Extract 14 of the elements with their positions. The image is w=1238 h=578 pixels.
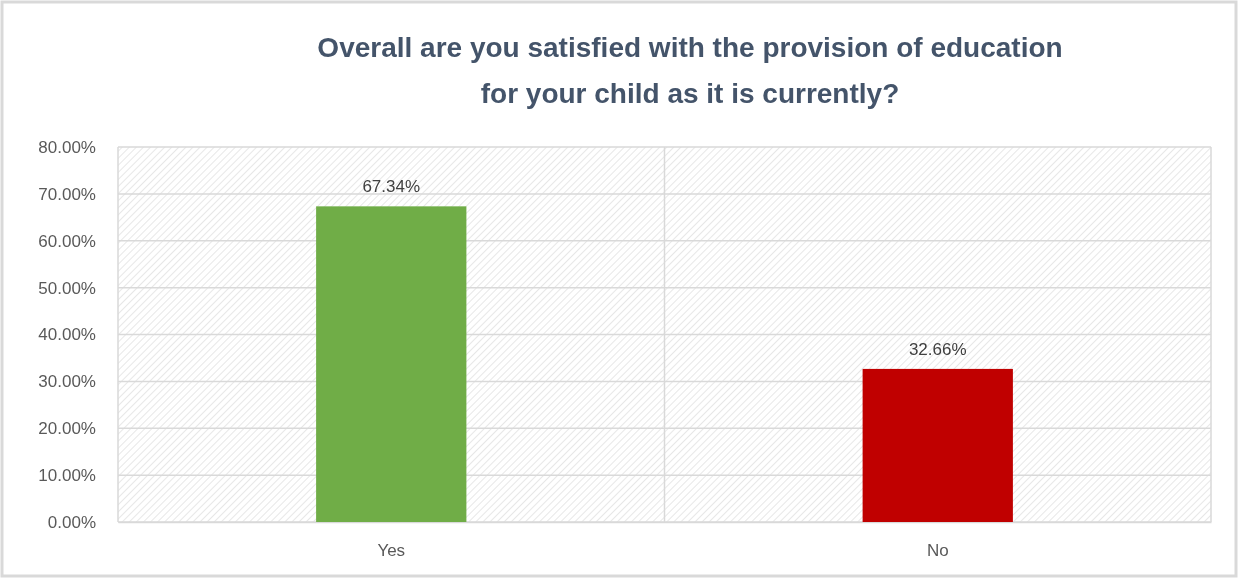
chart-title: Overall are you satisfied with the provision of education for your child as it is currently? bbox=[317, 32, 1063, 109]
data-label: 67.34% bbox=[362, 177, 421, 197]
x-tick-label: No bbox=[926, 541, 949, 561]
x-tick-label: Yes bbox=[377, 541, 406, 561]
y-tick-label: 40.00% bbox=[38, 325, 96, 345]
data-label: 32.66% bbox=[908, 339, 967, 359]
y-tick-label: 50.00% bbox=[38, 278, 96, 298]
y-tick-label: 0.00% bbox=[47, 512, 96, 532]
y-tick-label: 30.00% bbox=[38, 372, 96, 392]
y-tick-label: 70.00% bbox=[38, 184, 96, 204]
y-tick-label: 20.00% bbox=[38, 419, 96, 439]
y-tick-label: 80.00% bbox=[38, 137, 96, 157]
y-tick-label: 60.00% bbox=[38, 231, 96, 251]
y-tick-label: 10.00% bbox=[38, 466, 96, 486]
